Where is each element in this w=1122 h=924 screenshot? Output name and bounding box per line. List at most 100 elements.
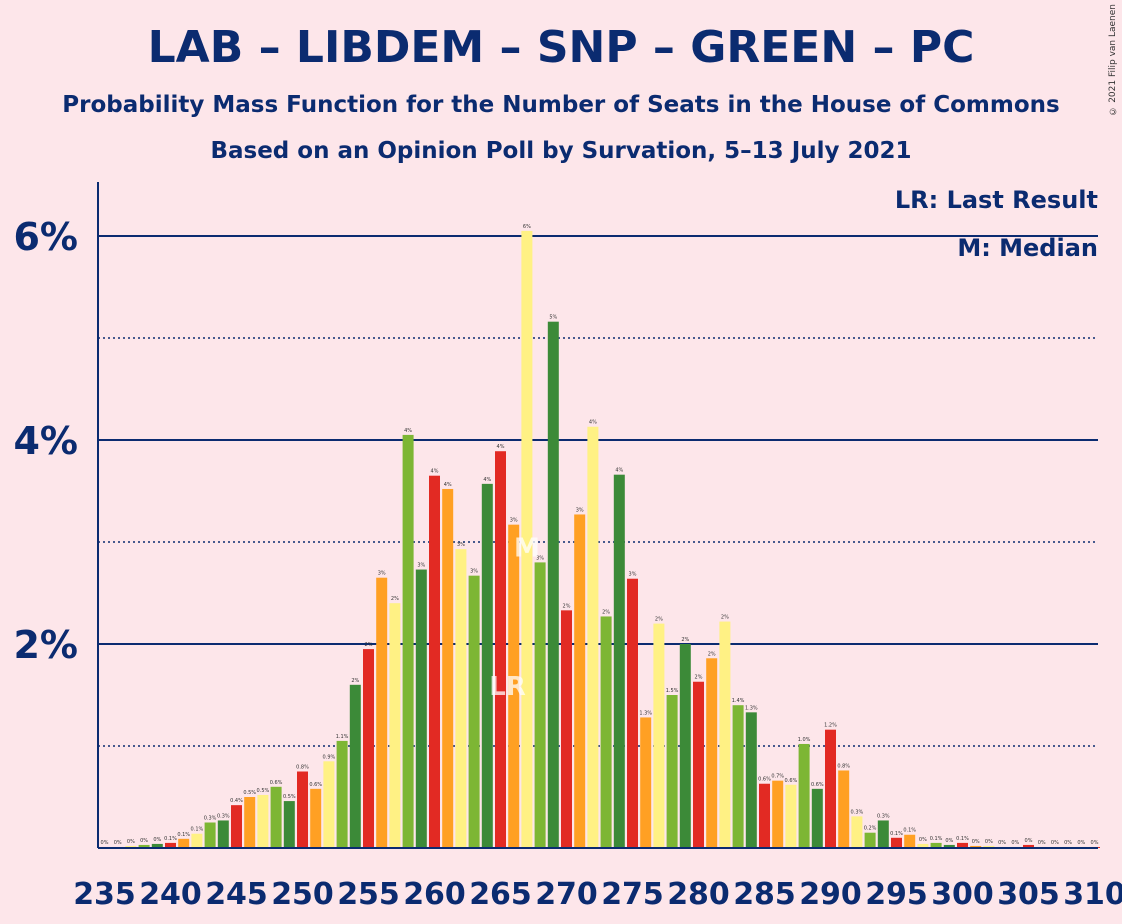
bar-data-label: 4% xyxy=(431,469,439,475)
x-tick-label: 305 xyxy=(997,877,1060,912)
bar-data-label: 0.6% xyxy=(785,778,798,784)
bar-data-label: 0.9% xyxy=(323,754,336,760)
bar xyxy=(970,845,982,848)
bar-data-label: 2% xyxy=(391,596,399,602)
bar xyxy=(798,743,810,848)
bar xyxy=(706,658,718,848)
bar xyxy=(349,684,361,848)
bar-data-label: 3% xyxy=(457,542,465,548)
bar-data-label: 0% xyxy=(1077,840,1085,846)
bar xyxy=(415,569,427,848)
bar-data-label: 0% xyxy=(101,840,109,846)
bar xyxy=(257,794,269,848)
bar-data-label: 2% xyxy=(721,615,729,621)
bar xyxy=(653,623,665,848)
bar-data-label: 0% xyxy=(1011,840,1019,846)
bar xyxy=(363,649,374,848)
chart-subtitle: Probability Mass Function for the Number… xyxy=(62,92,1060,118)
bar-data-label: 0.5% xyxy=(243,790,256,796)
bar-data-label: 6% xyxy=(523,224,531,230)
bar xyxy=(508,524,520,848)
bar xyxy=(772,780,784,848)
bar-data-label: 1.3% xyxy=(639,710,652,716)
bar-data-label: 0% xyxy=(998,840,1006,846)
bar-data-label: 0.3% xyxy=(204,816,217,822)
bar-data-label: 0% xyxy=(972,839,980,845)
bar-data-label: 0.1% xyxy=(956,836,969,842)
bar xyxy=(561,610,572,848)
bar xyxy=(481,483,493,848)
bar xyxy=(442,488,454,848)
bar-data-label: 4% xyxy=(444,482,452,488)
last-result-marker: LR xyxy=(489,672,526,702)
bar-data-label: 0.8% xyxy=(296,765,309,771)
bar-data-label: 4% xyxy=(497,444,505,450)
bar xyxy=(429,475,440,848)
bar-data-label: 3% xyxy=(629,572,637,578)
bar xyxy=(983,845,995,848)
bar-data-label: 0.1% xyxy=(164,836,177,842)
x-tick-label: 280 xyxy=(667,877,730,912)
bar xyxy=(745,712,757,848)
bar-data-label: 0.3% xyxy=(851,809,864,815)
bar-data-label: 0% xyxy=(1038,840,1046,846)
bar-data-label: 0.1% xyxy=(930,836,943,842)
bar xyxy=(244,797,256,848)
y-tick-label: 6% xyxy=(13,215,78,259)
x-tick-label: 245 xyxy=(205,877,268,912)
bar-data-label: 0.6% xyxy=(811,782,824,788)
bar xyxy=(851,816,863,848)
x-tick-label: 235 xyxy=(73,877,136,912)
bar xyxy=(1023,844,1034,848)
bar xyxy=(825,729,836,848)
bar-data-label: 0.1% xyxy=(890,831,903,837)
bar-data-label: 0.6% xyxy=(270,780,283,786)
bar-data-label: 0.1% xyxy=(177,832,190,838)
legend-median: M: Median xyxy=(957,234,1098,262)
bar xyxy=(191,833,203,848)
bar-data-label: 4% xyxy=(404,428,412,434)
bar xyxy=(811,788,823,848)
bar-data-label: 0.7% xyxy=(771,774,784,780)
x-tick-label: 295 xyxy=(865,877,928,912)
chart-source: Based on an Opinion Poll by Survation, 5… xyxy=(210,138,912,164)
bar-data-label: 0% xyxy=(1051,840,1059,846)
bar xyxy=(125,845,137,848)
bar xyxy=(165,842,176,848)
y-tick-label: 4% xyxy=(13,419,78,463)
bar-data-label: 2% xyxy=(365,642,373,648)
x-tick-label: 310 xyxy=(1063,877,1122,912)
bar xyxy=(231,805,242,848)
bar xyxy=(204,822,216,848)
bar xyxy=(719,621,731,848)
bar xyxy=(693,681,704,848)
bar-data-label: 0% xyxy=(945,838,953,844)
bar xyxy=(679,644,691,848)
bar-data-label: 3% xyxy=(536,555,544,561)
x-tick-label: 290 xyxy=(799,877,862,912)
y-tick-label: 2% xyxy=(13,623,78,667)
bar xyxy=(732,705,744,848)
bar-data-label: 0% xyxy=(153,837,161,843)
bar xyxy=(547,321,559,848)
bar-data-label: 1.3% xyxy=(745,705,758,711)
bar-data-label: 1.2% xyxy=(824,723,837,729)
bar xyxy=(627,578,638,848)
bar xyxy=(323,761,335,848)
x-tick-label: 285 xyxy=(733,877,796,912)
bar-data-label: 0% xyxy=(114,840,122,846)
bar xyxy=(904,834,916,848)
bar-data-label: 2% xyxy=(695,675,703,681)
bar-data-label: 0.5% xyxy=(257,788,270,794)
bar xyxy=(640,717,652,848)
bar xyxy=(270,786,282,848)
bar-data-label: 2% xyxy=(563,603,571,609)
bar-data-label: 4% xyxy=(615,468,623,474)
bar-data-label: 3% xyxy=(510,518,518,524)
bar xyxy=(587,426,599,848)
bar xyxy=(534,562,546,848)
x-tick-label: 275 xyxy=(601,877,664,912)
bar-data-label: 0% xyxy=(1025,838,1033,844)
bar-data-label: 0% xyxy=(127,839,135,845)
bar xyxy=(943,844,955,848)
